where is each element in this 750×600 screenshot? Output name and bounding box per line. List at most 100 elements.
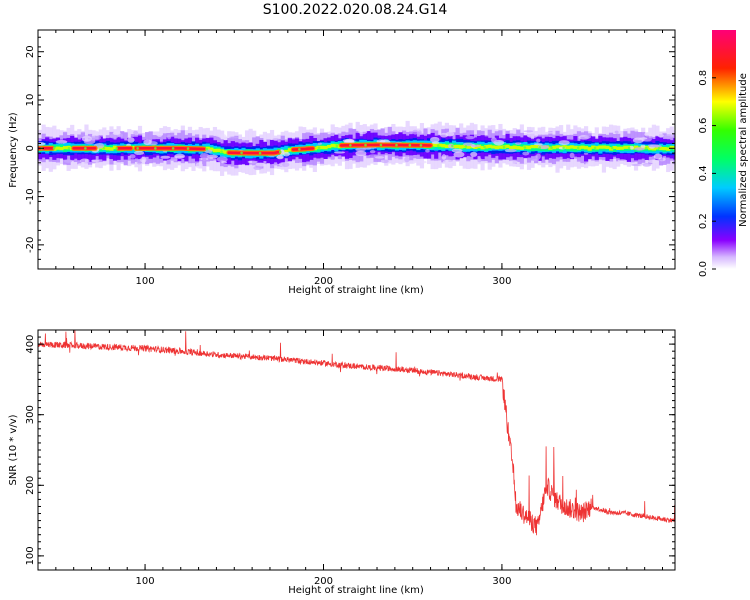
heatmap-speckle <box>272 163 280 166</box>
snr-x-ticks: 100 200 300 <box>37 330 664 587</box>
heatmap-cell <box>480 145 485 150</box>
heatmap-speckle <box>64 159 73 163</box>
spectrogram-x-ticks: 100 200 300 <box>37 30 664 287</box>
heatmap-speckle <box>634 147 645 151</box>
heatmap-speckle <box>569 152 575 159</box>
spectrogram-x-axis-label: Height of straight line (km) <box>288 285 424 296</box>
spectrogram-y-axis-label: Frequency (Hz) <box>8 112 19 188</box>
heatmap-speckle <box>380 159 389 164</box>
heatmap-dot <box>593 146 597 150</box>
heatmap-speckle <box>420 160 427 164</box>
heatmap-cell <box>434 143 439 147</box>
heatmap-speckle <box>583 152 589 155</box>
heatmap-speckle <box>199 153 210 159</box>
heatmap-cell <box>573 145 578 149</box>
heatmap-cell <box>444 144 449 149</box>
colorbar-tick-label: 0.4 <box>698 165 709 181</box>
heatmap-speckle <box>404 156 410 163</box>
heatmap-cell <box>530 145 535 152</box>
heatmap-speckle <box>368 154 380 157</box>
heatmap-speckle <box>657 133 664 138</box>
heatmap-core-red <box>340 143 432 147</box>
heatmap-dot <box>645 146 648 150</box>
heatmap-dot <box>115 146 118 150</box>
heatmap-dot <box>451 144 454 148</box>
heatmap-cell <box>330 143 335 148</box>
heatmap-speckle <box>195 162 203 169</box>
heatmap-dot <box>523 146 527 149</box>
heatmap-cell <box>212 148 218 153</box>
heatmap-dot <box>298 147 301 151</box>
y-tick-label: 20 <box>25 45 36 58</box>
heatmap-speckle <box>536 138 541 143</box>
colorbar: 0.0 0.2 0.4 0.6 0.8 Normalized spectral ampl… <box>698 30 749 277</box>
heatmap-speckle <box>77 162 85 167</box>
heatmap-cell <box>62 146 68 150</box>
snr-series <box>38 330 675 536</box>
heatmap-cell <box>648 146 653 151</box>
heatmap-cell <box>619 146 624 150</box>
heatmap-speckle <box>652 144 662 148</box>
heatmap-speckle <box>465 135 475 140</box>
heatmap-dot <box>627 146 631 150</box>
heatmap-core-red <box>227 150 281 155</box>
heatmap-speckle <box>470 151 478 157</box>
heatmap-cell <box>455 144 460 149</box>
heatmap-dot <box>205 147 209 151</box>
heatmap-speckle <box>417 130 422 135</box>
y-tick-label: 0 <box>25 145 36 151</box>
heatmap-cell <box>658 146 664 151</box>
spectrogram-panel: 100 200 300 -20 -10 0 10 20 Height of straight… <box>8 29 676 296</box>
heatmap-dot <box>171 146 175 150</box>
heatmap-dot <box>102 146 106 150</box>
heatmap-cell <box>612 145 617 150</box>
heatmap-speckle <box>639 137 648 140</box>
heatmap-cell <box>655 146 660 150</box>
heatmap-dot <box>436 144 440 147</box>
heatmap-speckle <box>143 139 152 146</box>
heatmap-speckle <box>333 151 346 154</box>
heatmap-cell <box>580 145 585 149</box>
heatmap-speckle <box>504 148 517 153</box>
heatmap-speckle <box>374 156 385 159</box>
heatmap-cell <box>112 145 118 150</box>
heatmap-speckle <box>358 129 368 135</box>
heatmap-dot <box>483 145 486 149</box>
heatmap-speckle <box>94 130 99 136</box>
heatmap-speckle <box>440 132 449 138</box>
heatmap-speckles <box>38 129 674 171</box>
heatmap-cell <box>591 145 596 149</box>
heatmap-dot <box>186 147 190 150</box>
heatmap-cell <box>494 145 499 150</box>
heatmap-dot <box>67 146 71 150</box>
heatmap-speckle <box>585 162 594 166</box>
heatmap-dot <box>502 145 506 149</box>
heatmap-cell <box>584 146 589 150</box>
heatmap-cell <box>223 150 228 154</box>
heatmap-speckle <box>272 138 279 141</box>
heatmap-speckle <box>442 159 454 164</box>
heatmap-dot <box>550 146 553 150</box>
heatmap-cell <box>598 145 603 149</box>
heatmap-speckle <box>614 130 619 134</box>
x-tick-label: 200 <box>314 576 333 587</box>
spectrogram-frame <box>37 29 676 270</box>
heatmap-cell <box>530 144 535 149</box>
heatmap-speckle <box>317 142 322 145</box>
heatmap-dot <box>562 146 565 150</box>
heatmap-speckle <box>411 160 423 163</box>
heatmap-cell <box>109 147 114 151</box>
colorbar-tick-label: 0.0 <box>698 261 709 277</box>
y-tick-label: 10 <box>25 94 36 107</box>
heatmap-cell <box>562 145 567 149</box>
heatmap-speckle <box>228 136 239 139</box>
heatmap-dot <box>464 145 468 148</box>
heatmap-dot <box>240 151 243 155</box>
heatmap-speckle <box>523 130 534 133</box>
heatmap-cell <box>669 145 674 150</box>
colorbar-ticks: 0.0 0.2 0.4 0.6 0.8 <box>698 70 716 277</box>
heatmap-speckle <box>463 142 473 147</box>
heatmap-cell <box>519 146 524 150</box>
heatmap-cell <box>587 147 592 151</box>
heatmap-speckle <box>631 163 641 167</box>
